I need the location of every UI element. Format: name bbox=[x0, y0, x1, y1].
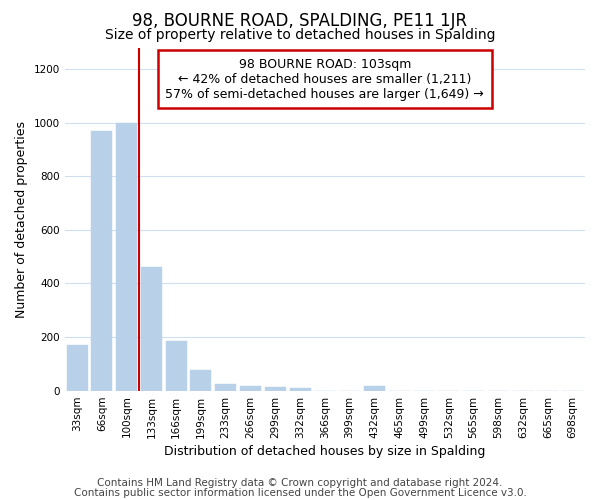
Bar bbox=[265, 387, 286, 390]
Bar bbox=[240, 386, 261, 390]
Bar bbox=[67, 345, 88, 391]
Text: 98, BOURNE ROAD, SPALDING, PE11 1JR: 98, BOURNE ROAD, SPALDING, PE11 1JR bbox=[133, 12, 467, 30]
Bar bbox=[190, 370, 211, 390]
Bar bbox=[364, 386, 385, 390]
Bar bbox=[166, 341, 187, 390]
Bar bbox=[141, 268, 162, 390]
Bar bbox=[91, 130, 112, 390]
X-axis label: Distribution of detached houses by size in Spalding: Distribution of detached houses by size … bbox=[164, 444, 485, 458]
Text: Contains public sector information licensed under the Open Government Licence v3: Contains public sector information licen… bbox=[74, 488, 526, 498]
Text: Contains HM Land Registry data © Crown copyright and database right 2024.: Contains HM Land Registry data © Crown c… bbox=[97, 478, 503, 488]
Bar bbox=[116, 122, 137, 390]
Y-axis label: Number of detached properties: Number of detached properties bbox=[15, 120, 28, 318]
Text: Size of property relative to detached houses in Spalding: Size of property relative to detached ho… bbox=[105, 28, 495, 42]
Bar bbox=[215, 384, 236, 390]
Text: 98 BOURNE ROAD: 103sqm
← 42% of detached houses are smaller (1,211)
57% of semi-: 98 BOURNE ROAD: 103sqm ← 42% of detached… bbox=[166, 58, 484, 101]
Bar bbox=[290, 388, 311, 390]
